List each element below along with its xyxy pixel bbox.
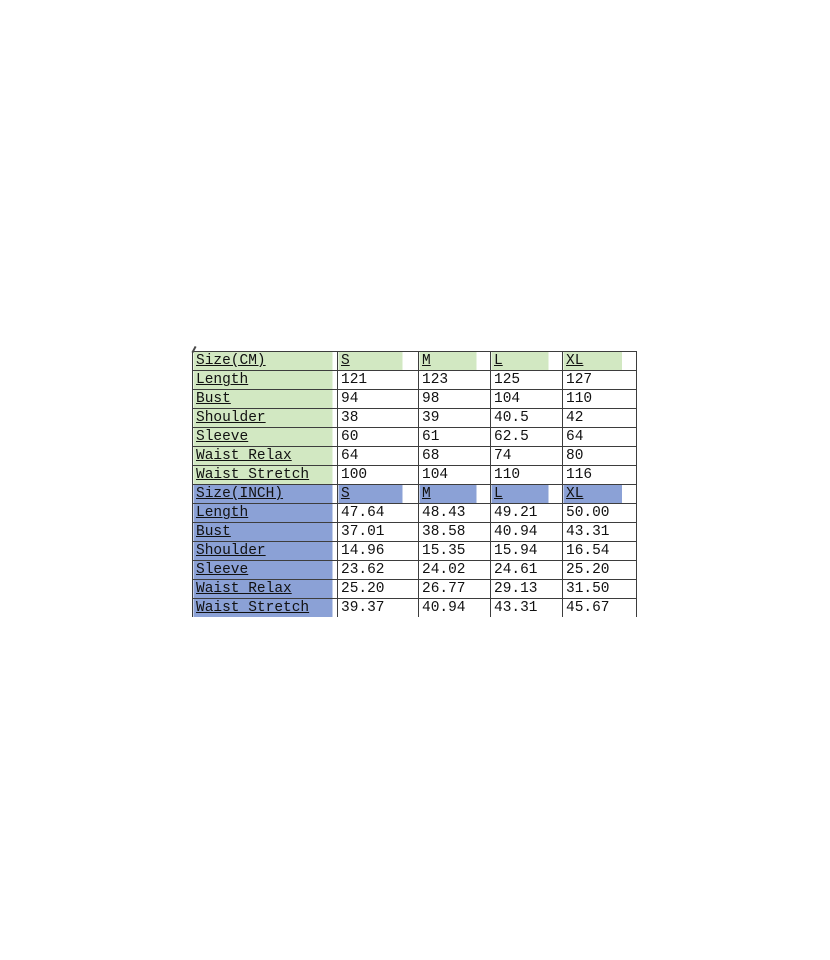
- table-row: Bust 94 98 104 110: [192, 389, 637, 409]
- value-cell: 25.20: [337, 579, 419, 599]
- value-cell: 24.61: [490, 560, 563, 580]
- table-row: Shoulder 14.96 15.35 15.94 16.54: [192, 541, 637, 561]
- value-cell: 64: [337, 446, 419, 466]
- value-cell: 94: [337, 389, 419, 409]
- row-label: Sleeve: [192, 427, 338, 447]
- value-cell: 98: [418, 389, 491, 409]
- value-cell: 61: [418, 427, 491, 447]
- value-cell: 39.37: [337, 598, 419, 617]
- value-cell: 24.02: [418, 560, 491, 580]
- value-cell: 43.31: [562, 522, 637, 542]
- table-row: Waist Stretch 100 104 110 116: [192, 465, 637, 485]
- value-cell: 121: [337, 370, 419, 390]
- row-label: Length: [192, 370, 338, 390]
- value-cell: 23.62: [337, 560, 419, 580]
- size-chart-table: Size(CM) S M L XL Length 121 123 125 127 Bust 94 98 1…: [192, 351, 637, 617]
- value-cell: 43.31: [490, 598, 563, 617]
- table-row: Sleeve 23.62 24.02 24.61 25.20: [192, 560, 637, 580]
- value-cell: 26.77: [418, 579, 491, 599]
- value-cell: 31.50: [562, 579, 637, 599]
- value-cell: 68: [418, 446, 491, 466]
- value-cell: 45.67: [562, 598, 637, 617]
- row-label: Bust: [192, 389, 338, 409]
- value-cell: 125: [490, 370, 563, 390]
- value-cell: 74: [490, 446, 563, 466]
- row-label: Length: [192, 503, 338, 523]
- table-row: Waist Stretch 39.37 40.94 43.31 45.67: [192, 598, 637, 617]
- value-cell: 62.5: [490, 427, 563, 447]
- row-label: Shoulder: [192, 408, 338, 428]
- value-cell: 104: [490, 389, 563, 409]
- value-cell: 15.94: [490, 541, 563, 561]
- value-cell: 39: [418, 408, 491, 428]
- value-cell: 60: [337, 427, 419, 447]
- value-cell: 40.94: [418, 598, 491, 617]
- value-cell: 123: [418, 370, 491, 390]
- value-cell: 50.00: [562, 503, 637, 523]
- table-row: Waist Relax 64 68 74 80: [192, 446, 637, 466]
- value-cell: 104: [418, 465, 491, 485]
- size-chart: Size(CM) S M L XL Length 121 123 125 127 Bust 94 98 1…: [191, 345, 637, 617]
- header-size-cell-inch-m: M: [418, 484, 491, 504]
- value-cell: 110: [562, 389, 637, 409]
- value-cell: 14.96: [337, 541, 419, 561]
- value-cell: 127: [562, 370, 637, 390]
- value-cell: 42: [562, 408, 637, 428]
- table-row: Length 47.64 48.43 49.21 50.00: [192, 503, 637, 523]
- value-cell: 38: [337, 408, 419, 428]
- header-size-cell-inch-s: S: [337, 484, 419, 504]
- size-chart-header-row-inch: Size(INCH) S M L XL: [192, 484, 637, 504]
- value-cell: 40.94: [490, 522, 563, 542]
- value-cell: 48.43: [418, 503, 491, 523]
- table-row: Shoulder 38 39 40.5 42: [192, 408, 637, 428]
- header-size-cell-inch-l: L: [490, 484, 563, 504]
- row-label: Waist Stretch: [192, 598, 338, 617]
- value-cell: 100: [337, 465, 419, 485]
- value-cell: 47.64: [337, 503, 419, 523]
- row-label: Waist Stretch: [192, 465, 338, 485]
- table-row: Sleeve 60 61 62.5 64: [192, 427, 637, 447]
- row-label: Waist Relax: [192, 446, 338, 466]
- table-row: Waist Relax 25.20 26.77 29.13 31.50: [192, 579, 637, 599]
- value-cell: 16.54: [562, 541, 637, 561]
- header-unit-label-inch: Size(INCH): [192, 484, 338, 504]
- table-row: Length 121 123 125 127: [192, 370, 637, 390]
- value-cell: 40.5: [490, 408, 563, 428]
- row-label: Bust: [192, 522, 338, 542]
- value-cell: 29.13: [490, 579, 563, 599]
- header-size-cell-inch-xl: XL: [562, 484, 637, 504]
- value-cell: 64: [562, 427, 637, 447]
- row-label: Waist Relax: [192, 579, 338, 599]
- value-cell: 37.01: [337, 522, 419, 542]
- row-label: Sleeve: [192, 560, 338, 580]
- size-chart-header-row-cm: Size(CM) S M L XL: [192, 351, 637, 371]
- header-size-cell-cm-l: L: [490, 351, 563, 371]
- value-cell: 25.20: [562, 560, 637, 580]
- value-cell: 15.35: [418, 541, 491, 561]
- header-unit-label-cm: Size(CM): [192, 351, 338, 371]
- header-size-cell-cm-s: S: [337, 351, 419, 371]
- header-size-cell-cm-xl: XL: [562, 351, 637, 371]
- value-cell: 38.58: [418, 522, 491, 542]
- row-label: Shoulder: [192, 541, 338, 561]
- value-cell: 80: [562, 446, 637, 466]
- value-cell: 116: [562, 465, 637, 485]
- value-cell: 49.21: [490, 503, 563, 523]
- value-cell: 110: [490, 465, 563, 485]
- table-row: Bust 37.01 38.58 40.94 43.31: [192, 522, 637, 542]
- size-chart-body: Size(CM) S M L XL Length 121 123 125 127 Bust 94 98 1…: [192, 351, 637, 617]
- header-size-cell-cm-m: M: [418, 351, 491, 371]
